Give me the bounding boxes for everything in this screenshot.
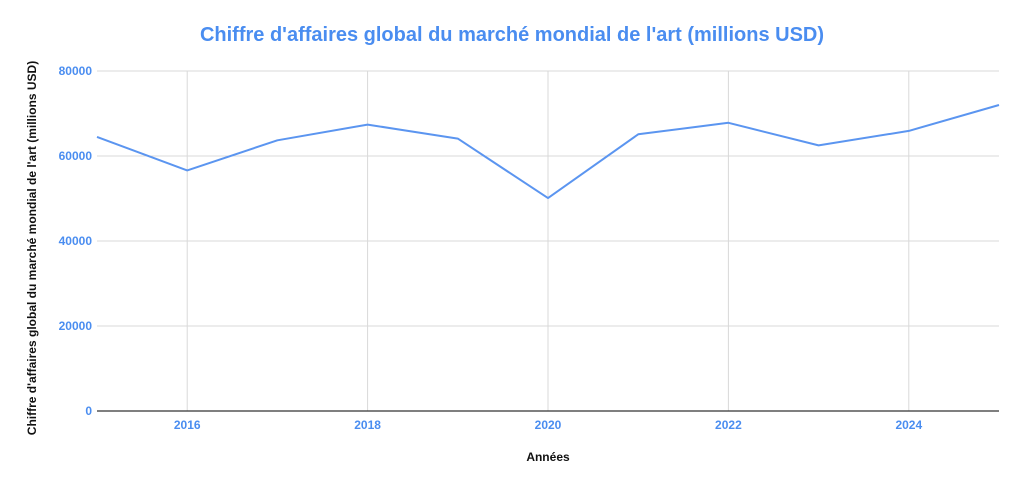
y-tick-label: 40000 xyxy=(59,234,93,248)
x-tick-label: 2016 xyxy=(174,418,201,432)
x-tick-label: 2018 xyxy=(354,418,381,432)
y-tick-label: 20000 xyxy=(59,319,93,333)
series-layer xyxy=(96,104,1000,200)
y-axis-title: Chiffre d'affaires global du marché mond… xyxy=(25,61,39,435)
x-tick-label: 2024 xyxy=(895,418,922,432)
y-tick-label: 60000 xyxy=(59,149,93,163)
x-tick-label: 2020 xyxy=(535,418,562,432)
series-line xyxy=(96,104,1000,200)
y-tick-label: 80000 xyxy=(59,64,93,78)
gridlines xyxy=(97,70,999,411)
tick-labels: 0 20000 40000 60000 80000 2016 2018 2020 2022 202… xyxy=(59,64,923,432)
x-axis-title: Années xyxy=(526,450,570,464)
x-tick-label: 2022 xyxy=(715,418,742,432)
y-tick-label: 0 xyxy=(85,404,92,418)
chart-title: Chiffre d'affaires global du marché mond… xyxy=(199,24,825,46)
